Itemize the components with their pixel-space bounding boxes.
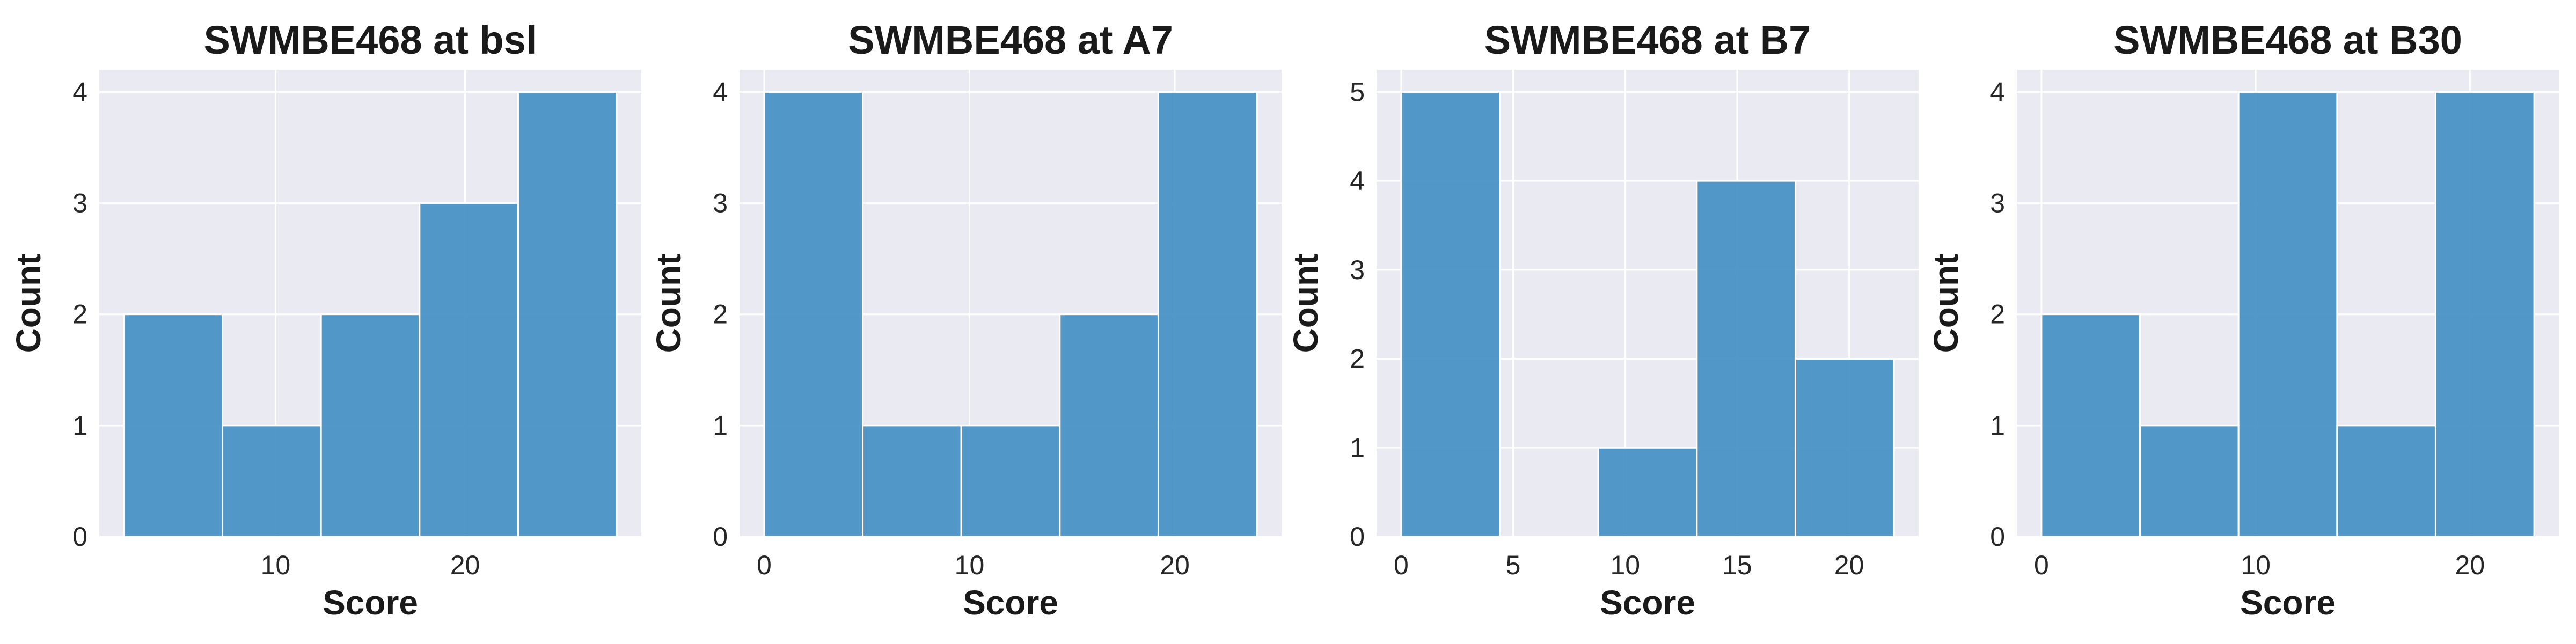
- histogram-bar: [763, 91, 864, 538]
- x-tick-label: 20: [2455, 550, 2485, 580]
- histogram-bar: [2040, 313, 2141, 538]
- y-tick-label: 4: [72, 77, 87, 107]
- y-tick-label: 2: [713, 299, 728, 330]
- histogram-bar: [2237, 91, 2338, 538]
- x-axis-label: Score: [963, 583, 1058, 622]
- x-tick-label: 0: [2034, 550, 2049, 580]
- x-axis-label: Score: [1600, 583, 1695, 622]
- chart-title: SWMBE468 at bsl: [204, 18, 537, 62]
- y-tick-label: 0: [72, 522, 87, 552]
- chart-title: SWMBE468 at B7: [1484, 18, 1811, 62]
- y-axis-label: Count: [649, 254, 688, 353]
- y-axis-label: Count: [9, 254, 48, 353]
- chart-title: SWMBE468 at B30: [2113, 18, 2462, 62]
- histogram-panel-2: 0 1 2 3 4 0 10 20 SWMBE468 at A7 Score Count: [649, 18, 1282, 622]
- y-tick-label: 1: [1990, 411, 2005, 441]
- histogram-bar: [517, 91, 618, 538]
- y-axis-label: Count: [1286, 254, 1325, 353]
- histogram-panel-4: 0 1 2 3 4 0 10 20 SWMBE468 at B30 Score Count: [1927, 18, 2559, 622]
- x-tick-label: 15: [1722, 550, 1752, 580]
- histogram-bar: [222, 425, 322, 538]
- x-tick-label: 10: [1610, 550, 1640, 580]
- histogram-bar: [1157, 91, 1258, 538]
- y-tick-label: 0: [1990, 522, 2005, 552]
- histogram-bar: [2139, 425, 2240, 538]
- histogram-bar: [2336, 425, 2436, 538]
- histogram-bar: [1059, 313, 1159, 538]
- y-tick-label: 4: [1990, 77, 2005, 107]
- histogram-panel-1: 0 1 2 3 4 10 20 SWMBE468 at bsl Score Count: [9, 18, 641, 622]
- y-axis-label: Count: [1927, 254, 1965, 353]
- histogram-bar: [1794, 358, 1895, 538]
- x-axis-label: Score: [2240, 583, 2336, 622]
- histogram-bar: [862, 425, 962, 538]
- histogram-panel-3: 0 1 2 3 4 5 0 5 10 15 20 SWMBE468 at B7 Score Count: [1286, 18, 1919, 622]
- histogram-bar: [419, 202, 519, 538]
- x-tick-label: 20: [1160, 550, 1190, 580]
- y-tick-label: 2: [72, 299, 87, 330]
- x-tick-label: 5: [1506, 550, 1521, 580]
- histogram-bar: [960, 425, 1061, 538]
- x-tick-label: 20: [450, 550, 480, 580]
- x-tick-label: 10: [2241, 550, 2271, 580]
- histogram-bar: [2434, 91, 2535, 538]
- y-tick-label: 5: [1350, 77, 1365, 107]
- y-tick-label: 4: [713, 77, 728, 107]
- y-tick-label: 0: [713, 522, 728, 552]
- y-tick-label: 3: [72, 188, 87, 218]
- x-tick-label: 10: [261, 550, 291, 580]
- y-tick-label: 4: [1350, 166, 1365, 196]
- histogram-bar: [1400, 91, 1501, 538]
- x-tick-label: 20: [1834, 550, 1864, 580]
- y-tick-label: 2: [1350, 344, 1365, 374]
- histogram-bar: [1696, 180, 1796, 538]
- y-tick-label: 3: [1990, 188, 2005, 218]
- chart-title: SWMBE468 at A7: [848, 18, 1173, 62]
- y-tick-label: 3: [713, 188, 728, 218]
- x-tick-label: 0: [1394, 550, 1409, 580]
- y-tick-label: 1: [72, 411, 87, 441]
- x-tick-label: 0: [757, 550, 772, 580]
- histogram-bar: [123, 313, 224, 538]
- y-tick-label: 1: [713, 411, 728, 441]
- y-tick-label: 2: [1990, 299, 2005, 330]
- x-tick-label: 10: [955, 550, 985, 580]
- x-axis-label: Score: [323, 583, 418, 622]
- y-tick-label: 1: [1350, 433, 1365, 463]
- y-tick-label: 3: [1350, 255, 1365, 285]
- histogram-bar: [320, 313, 421, 538]
- y-tick-label: 0: [1350, 522, 1365, 552]
- histogram-bar: [1597, 447, 1698, 538]
